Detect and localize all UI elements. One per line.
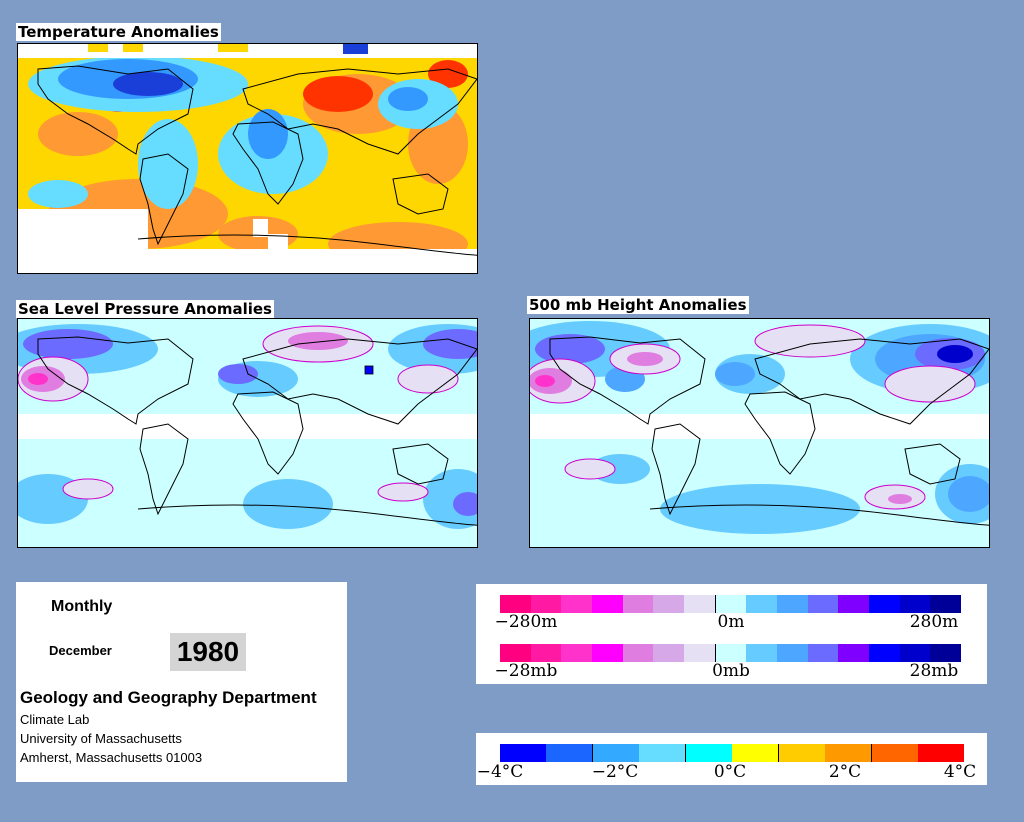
color-swatch: [930, 644, 961, 662]
pressure-color-scale: [500, 644, 961, 662]
department-label: Geology and Geography Department: [20, 688, 317, 707]
color-swatch: [746, 644, 777, 662]
color-swatch: [899, 644, 931, 662]
lab-label: Climate Lab: [20, 712, 90, 727]
slp-map-title: Sea Level Pressure Anomalies: [16, 300, 274, 318]
month-label: December: [49, 643, 112, 658]
color-swatch: [918, 744, 964, 762]
color-swatch: [530, 595, 562, 613]
color-swatch: [622, 644, 654, 662]
color-swatch: [686, 744, 732, 762]
anomaly-legend-panel: −280m 0m 280m −28mb 0mb 28mb: [476, 584, 987, 684]
color-swatch: [746, 595, 777, 613]
color-swatch: [732, 744, 779, 762]
color-swatch: [639, 744, 686, 762]
color-swatch: [825, 744, 872, 762]
color-swatch: [546, 744, 593, 762]
height-map-title: 500 mb Height Anomalies: [527, 296, 749, 314]
color-swatch: [683, 644, 716, 662]
height-zero-label: 0m: [717, 612, 745, 632]
height-color-scale: [500, 595, 961, 613]
color-swatch: [653, 595, 684, 613]
color-swatch: [715, 595, 747, 613]
sea-level-pressure-anomaly-map: [17, 318, 478, 548]
temp-tick-label: −2°C: [591, 762, 639, 782]
temperature-legend-panel: −4°C −2°C 0°C 2°C 4°C: [476, 733, 987, 785]
temperature-map-title: Temperature Anomalies: [16, 23, 221, 41]
university-label: University of Massachusetts: [20, 731, 182, 746]
color-swatch: [930, 595, 961, 613]
color-swatch: [838, 644, 869, 662]
color-swatch: [868, 595, 900, 613]
color-swatch: [500, 644, 531, 662]
color-swatch: [838, 595, 869, 613]
color-swatch: [807, 595, 839, 613]
color-swatch: [591, 644, 623, 662]
pressure-max-label: 28mb: [909, 661, 959, 681]
year-label: 1980: [170, 633, 246, 671]
height-min-label: −280m: [494, 612, 558, 632]
500mb-height-anomaly-map: [529, 318, 990, 548]
temp-tick-label: 0°C: [713, 762, 747, 782]
color-swatch: [715, 644, 747, 662]
color-swatch: [776, 595, 808, 613]
address-label: Amherst, Massachusetts 01003: [20, 750, 203, 765]
color-swatch: [899, 595, 931, 613]
height-max-label: 280m: [909, 612, 959, 632]
color-swatch: [868, 644, 900, 662]
temp-tick-label: 4°C: [943, 762, 977, 782]
color-swatch: [653, 644, 684, 662]
color-swatch: [591, 595, 623, 613]
temperature-color-scale: [500, 744, 964, 762]
pressure-zero-label: 0mb: [712, 661, 750, 681]
color-swatch: [593, 744, 639, 762]
period-label: Monthly: [51, 598, 113, 615]
color-swatch: [872, 744, 918, 762]
color-swatch: [561, 644, 592, 662]
color-swatch: [530, 644, 562, 662]
pressure-min-label: −28mb: [494, 661, 558, 681]
color-swatch: [500, 744, 546, 762]
color-swatch: [807, 644, 839, 662]
temp-tick-label: 2°C: [828, 762, 862, 782]
color-swatch: [622, 595, 654, 613]
temp-tick-label: −4°C: [476, 762, 524, 782]
color-swatch: [561, 595, 592, 613]
color-swatch: [683, 595, 716, 613]
color-swatch: [500, 595, 531, 613]
info-panel: Monthly December 1980 Geology and Geogra…: [16, 582, 347, 782]
color-swatch: [776, 644, 808, 662]
color-swatch: [779, 744, 825, 762]
temperature-anomaly-map: [17, 43, 478, 274]
